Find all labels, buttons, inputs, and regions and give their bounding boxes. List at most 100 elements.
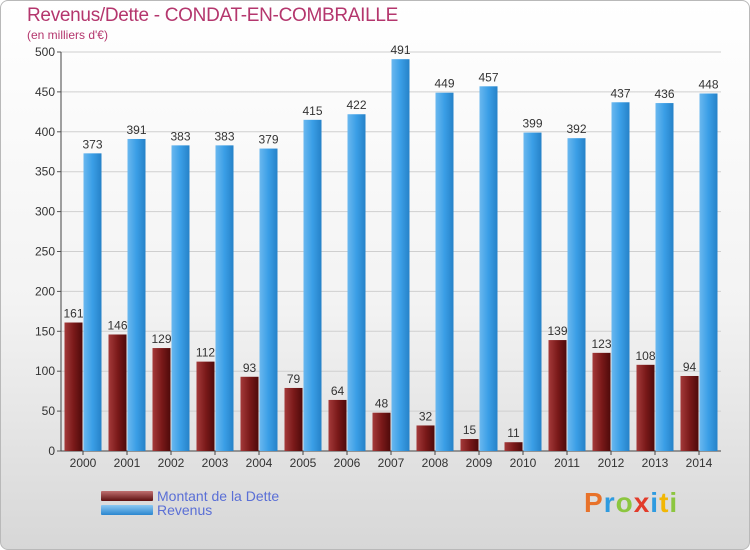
data-label-dette: 93 (243, 361, 257, 375)
data-label-revenus: 448 (698, 77, 718, 91)
x-tick-label: 2014 (686, 456, 713, 470)
x-tick-label: 2013 (642, 456, 669, 470)
data-label-dette: 112 (196, 346, 215, 360)
chart-title: Revenus/Dette - CONDAT-EN-COMBRAILLE (27, 5, 399, 26)
legend-item-revenus: Revenus (101, 502, 212, 518)
bar-revenus (435, 92, 454, 451)
y-tick-label: 150 (35, 324, 55, 338)
x-tick-label: 2002 (158, 456, 185, 470)
bar-revenus (171, 145, 190, 451)
bar-dette (504, 442, 523, 451)
bar-revenus (127, 138, 146, 451)
x-tick-label: 2004 (246, 456, 273, 470)
bar-dette (284, 387, 303, 451)
bar-dette (240, 376, 259, 451)
bar-dette (592, 352, 611, 451)
data-label-revenus: 457 (478, 70, 498, 84)
bar-revenus (83, 153, 102, 451)
bar-revenus (259, 148, 278, 452)
bar-dette (108, 334, 127, 451)
logo-letter: i (650, 487, 660, 518)
data-label-revenus: 383 (214, 129, 234, 143)
y-tick-label: 250 (35, 245, 55, 259)
bar-dette (64, 322, 83, 451)
bar-revenus (655, 103, 674, 452)
bar-revenus (347, 114, 366, 451)
data-label-revenus: 449 (434, 77, 454, 91)
data-label-revenus: 491 (390, 43, 410, 57)
y-tick-label: 300 (35, 205, 55, 219)
legend-swatch-revenus (101, 505, 153, 515)
data-label-dette: 161 (63, 307, 83, 321)
x-tick-label: 2006 (334, 456, 361, 470)
bar-revenus (303, 119, 322, 451)
chart-subtitle: (en milliers d'€) (27, 28, 108, 42)
bar-dette (460, 439, 479, 451)
x-tick-label: 2012 (598, 456, 625, 470)
logo-letter: r (603, 487, 616, 518)
x-tick-label: 2007 (378, 456, 405, 470)
bar-revenus (611, 102, 630, 452)
data-label-dette: 79 (287, 372, 301, 386)
data-label-dette: 94 (683, 360, 697, 374)
data-label-dette: 129 (151, 332, 171, 346)
bar-dette (416, 425, 435, 451)
bar-revenus (567, 138, 586, 451)
data-label-dette: 108 (635, 349, 655, 363)
x-tick-label: 2001 (114, 456, 141, 470)
bar-revenus (699, 93, 718, 451)
x-tick-label: 2000 (70, 456, 97, 470)
bar-dette (680, 375, 699, 451)
data-label-dette: 139 (547, 324, 567, 338)
bar-dette (328, 399, 347, 451)
data-label-dette: 123 (591, 337, 611, 351)
y-tick-label: 100 (35, 364, 55, 378)
data-label-dette: 48 (375, 397, 389, 411)
legend-label-dette: Montant de la Dette (157, 488, 280, 504)
logo-letter: i (669, 487, 679, 518)
bar-dette (152, 348, 171, 451)
logo-letter: P (584, 487, 604, 518)
data-label-revenus: 392 (566, 122, 586, 136)
x-tick-label: 2011 (554, 456, 580, 470)
bar-revenus (479, 86, 498, 452)
bar-dette (636, 364, 655, 451)
legend-swatch-dette (101, 491, 153, 501)
y-tick-label: 400 (35, 125, 55, 139)
data-label-dette: 64 (331, 384, 345, 398)
data-label-revenus: 436 (654, 87, 674, 101)
y-tick-label: 0 (48, 444, 55, 458)
data-label-dette: 146 (107, 318, 127, 332)
logo-letter: o (615, 487, 634, 518)
data-label-revenus: 379 (258, 133, 278, 147)
y-tick-label: 500 (35, 45, 55, 59)
x-tick-label: 2010 (510, 456, 537, 470)
data-label-revenus: 399 (522, 117, 542, 131)
legend-item-dette: Montant de la Dette (101, 488, 279, 504)
data-label-revenus: 373 (82, 137, 102, 151)
y-tick-label: 450 (35, 85, 55, 99)
bar-dette (548, 340, 567, 451)
y-tick-label: 200 (35, 284, 55, 298)
data-label-revenus: 415 (302, 104, 322, 118)
x-tick-label: 2005 (290, 456, 317, 470)
bar-dette (196, 361, 215, 451)
y-tick-label: 350 (35, 165, 55, 179)
bar-revenus (391, 59, 410, 451)
data-label-revenus: 422 (346, 98, 366, 112)
x-tick-label: 2003 (202, 456, 229, 470)
data-label-revenus: 437 (610, 86, 630, 100)
proxiti-logo: Proxiti (584, 487, 678, 519)
bar-dette (372, 412, 391, 451)
data-label-dette: 32 (419, 409, 433, 423)
logo-letter: x (633, 487, 651, 518)
logo-letter: t (659, 487, 670, 518)
bar-revenus (215, 145, 234, 451)
x-tick-label: 2009 (466, 456, 493, 470)
data-label-revenus: 383 (170, 129, 190, 143)
data-label-revenus: 391 (126, 123, 146, 137)
data-label-dette: 11 (507, 426, 520, 440)
bar-revenus (523, 132, 542, 451)
